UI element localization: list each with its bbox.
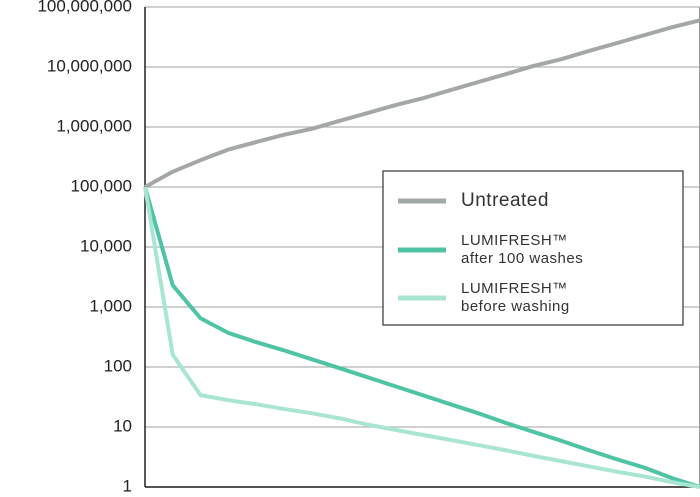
y-tick-label: 10,000 [80,236,132,255]
y-tick-label: 1 [123,476,132,495]
data-line [144,18,700,189]
y-tick-label: 10,000,000 [47,56,132,75]
legend-label: Untreated [461,190,549,211]
y-tick-label: 1,000 [89,296,132,315]
y-tick-label: 10 [113,416,132,435]
legend-label: LUMIFRESH™ after 100 washes [461,232,583,267]
y-tick-label: 100,000,000 [37,0,132,15]
data-line [143,186,700,489]
y-tick-label: 100 [104,356,132,375]
data-line [143,186,700,489]
y-tick-label: 100,000 [71,176,132,195]
y-tick-label: 1,000,000 [56,116,132,135]
legend-label: LUMIFRESH™ before washing [461,280,570,315]
